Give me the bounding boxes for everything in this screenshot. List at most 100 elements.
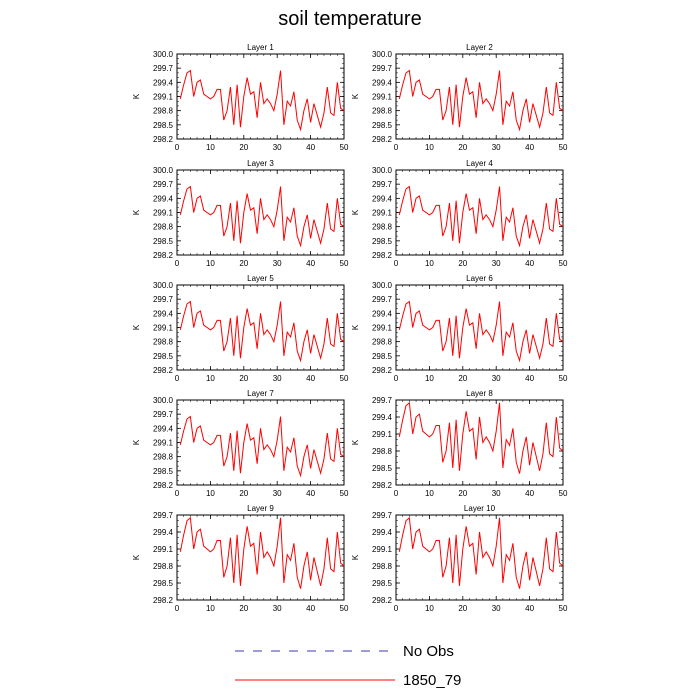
panel-frame [176, 53, 345, 140]
page-title: soil temperature [278, 8, 422, 30]
x-tick-label: 50 [559, 489, 568, 498]
y-tick-label: 298.5 [372, 464, 393, 473]
x-tick-label: 10 [206, 259, 215, 268]
series-line-1850-79 [398, 516, 564, 589]
y-tick-label: 299.4 [153, 194, 174, 203]
y-tick-label: 299.7 [153, 511, 174, 520]
y-tick-label: 300.0 [372, 166, 393, 175]
y-tick-label: 299.4 [372, 528, 393, 537]
x-tick-label: 30 [492, 604, 501, 613]
y-tick-label: 300.0 [153, 281, 174, 290]
y-tick-label: 299.1 [153, 93, 174, 102]
x-tick-label: 20 [458, 489, 467, 498]
x-tick-label: 10 [425, 374, 434, 383]
panel-layer-9: Layer 9 298.2 298.5 298.8 299.1 299.4 299.7 0 10… [132, 504, 349, 613]
series-line-1850-79 [179, 516, 345, 589]
y-tick-label: 299.7 [372, 64, 393, 73]
y-tick-label: 299.7 [153, 295, 174, 304]
x-tick-label: 30 [492, 374, 501, 383]
series-line-1850-79 [179, 300, 345, 363]
panel-frame [176, 169, 345, 256]
x-tick-label: 40 [525, 374, 534, 383]
panel-layer-8: Layer 8 298.2 298.5 298.8 299.1 299.4 299.7 0 10… [351, 389, 568, 498]
y-tick-label: 299.1 [372, 545, 393, 554]
x-tick-label: 20 [239, 374, 248, 383]
y-axis-label: K [132, 209, 141, 215]
x-tick-label: 50 [340, 489, 349, 498]
y-tick-label: 298.2 [153, 596, 174, 605]
panel-frame [395, 53, 564, 140]
y-tick-label: 298.8 [153, 107, 174, 116]
x-tick-label: 0 [175, 259, 180, 268]
series-line-1850-79 [179, 185, 345, 248]
y-tick-label: 298.5 [372, 237, 393, 246]
y-tick-label: 299.1 [153, 324, 174, 333]
panel-frame [395, 169, 564, 256]
x-tick-label: 50 [340, 259, 349, 268]
y-tick-label: 299.1 [153, 439, 174, 448]
panel-title: Layer 2 [466, 43, 493, 52]
y-tick-label: 298.8 [372, 223, 393, 232]
x-tick-label: 40 [306, 259, 315, 268]
y-tick-label: 299.7 [153, 180, 174, 189]
x-tick-label: 40 [306, 489, 315, 498]
y-tick-label: 298.5 [153, 467, 174, 476]
panel-title: Layer 5 [247, 274, 274, 283]
x-tick-label: 10 [206, 143, 215, 152]
x-tick-label: 20 [239, 259, 248, 268]
panel-frame [395, 284, 564, 371]
y-axis-label: K [351, 554, 360, 560]
y-tick-label: 298.8 [372, 338, 393, 347]
y-axis-label: K [351, 93, 360, 99]
panel-title: Layer 7 [247, 389, 274, 398]
x-tick-label: 50 [559, 374, 568, 383]
y-tick-label: 298.2 [153, 251, 174, 260]
y-tick-label: 300.0 [153, 166, 174, 175]
panel-frame [176, 284, 345, 371]
x-tick-label: 10 [206, 374, 215, 383]
y-tick-label: 300.0 [153, 396, 174, 405]
y-tick-label: 299.4 [153, 78, 174, 87]
x-tick-label: 0 [394, 604, 399, 613]
panel-layer-2: Layer 2298.2298.5298.8299.1299.4299.7300… [351, 43, 568, 152]
x-tick-label: 20 [458, 604, 467, 613]
x-tick-label: 20 [458, 143, 467, 152]
series-line-1850-79 [398, 401, 564, 474]
y-tick-label: 299.4 [153, 424, 174, 433]
y-tick-label: 298.2 [153, 481, 174, 490]
y-tick-label: 299.4 [372, 194, 393, 203]
x-tick-label: 40 [525, 259, 534, 268]
x-tick-label: 30 [492, 259, 501, 268]
series-line-1850-79 [398, 185, 564, 248]
y-axis-label: K [132, 93, 141, 99]
y-tick-label: 299.7 [153, 64, 174, 73]
x-tick-label: 30 [273, 143, 282, 152]
panel-frame [395, 514, 564, 601]
y-tick-label: 299.1 [372, 93, 393, 102]
x-tick-label: 40 [525, 604, 534, 613]
x-tick-label: 50 [340, 143, 349, 152]
y-axis-label: K [132, 439, 141, 445]
y-axis-label: K [132, 554, 141, 560]
series-line-1850-79 [179, 69, 345, 132]
y-tick-label: 299.1 [153, 209, 174, 218]
y-tick-label: 298.8 [153, 453, 174, 462]
x-tick-label: 50 [340, 374, 349, 383]
x-tick-label: 0 [394, 374, 399, 383]
y-tick-label: 298.5 [153, 352, 174, 361]
panel-layer-4: Layer 4298.2298.5298.8299.1299.4299.7300… [351, 159, 568, 268]
x-tick-label: 30 [273, 489, 282, 498]
series-line-1850-79 [398, 69, 564, 132]
y-tick-label: 298.8 [372, 107, 393, 116]
y-tick-label: 300.0 [372, 50, 393, 59]
panel-frame [395, 399, 564, 486]
x-tick-label: 40 [525, 489, 534, 498]
x-tick-label: 30 [492, 143, 501, 152]
y-tick-label: 298.5 [372, 579, 393, 588]
x-tick-label: 10 [206, 604, 215, 613]
panel-layer-1: Layer 1298.2298.5298.8299.1299.4299.7300… [132, 43, 349, 152]
x-tick-label: 0 [175, 604, 180, 613]
y-tick-label: 298.5 [372, 121, 393, 130]
y-tick-label: 299.7 [372, 295, 393, 304]
